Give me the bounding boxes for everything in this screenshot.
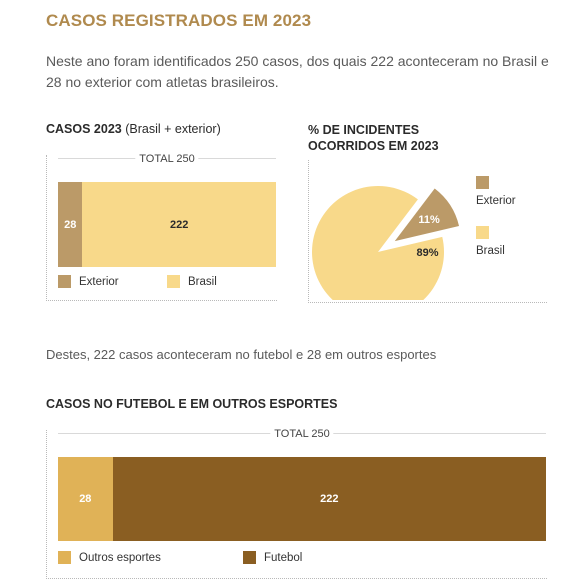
legend-label-exterior-pie: Exterior — [476, 195, 516, 207]
bar-segment-brasil: 222 — [82, 182, 276, 267]
bar-segment-outros: 28 — [58, 457, 113, 541]
chart2-frame — [308, 160, 547, 303]
chart3-title: CASOS NO FUTEBOL E EM OUTROS ESPORTES — [46, 397, 338, 411]
legend-swatch-exterior — [58, 275, 71, 288]
legend-label-exterior: Exterior — [79, 276, 119, 288]
chart1-subtitle: (Brasil + exterior) — [125, 122, 221, 136]
legend-swatch-exterior-pie — [476, 176, 489, 189]
chart1-frame — [46, 155, 277, 301]
legend-label-brasil: Brasil — [188, 276, 217, 288]
chart1-title-main: CASOS 2023 — [46, 122, 122, 136]
bar-segment-exterior: 28 — [58, 182, 83, 267]
intro-paragraph: Neste ano foram identificados 250 casos,… — [46, 53, 549, 90]
legend-label-outros: Outros esportes — [79, 552, 161, 564]
legend-swatch-outros — [58, 551, 71, 564]
middle-text: Destes, 222 casos aconteceram no futebol… — [46, 347, 437, 362]
bar-label-brasil: 222 — [170, 218, 189, 231]
pie-slice-exterior — [394, 188, 460, 242]
legend-swatch-brasil — [167, 275, 180, 288]
chart3-frame — [46, 430, 547, 579]
legend-label-brasil-pie: Brasil — [476, 245, 505, 257]
chart1-bar: 28 222 — [58, 182, 276, 267]
chart1-title: CASOS 2023 (Brasil + exterior) — [46, 122, 221, 136]
chart3-total-label: TOTAL 250 — [270, 428, 334, 440]
bar-label-exterior: 28 — [64, 218, 77, 231]
pie-chart: 89% 11% — [312, 186, 460, 300]
legend-label-futebol: Futebol — [264, 552, 303, 564]
pie-label-brasil: 89% — [416, 247, 438, 259]
legend-swatch-futebol — [243, 551, 256, 564]
bar-segment-futebol: 222 — [112, 457, 546, 541]
chart1-total-label: TOTAL 250 — [135, 153, 199, 165]
chart3-bar: 28 222 — [58, 457, 546, 541]
bar-label-futebol: 222 — [320, 493, 339, 505]
bar-label-outros: 28 — [79, 493, 92, 505]
page-title: CASOS REGISTRADOS EM 2023 — [46, 11, 312, 30]
legend-swatch-brasil-pie — [476, 226, 489, 239]
pie-slice-brasil — [312, 186, 444, 300]
pie-label-exterior: 11% — [418, 214, 440, 226]
chart2-title: % DE INCIDENTES OCORRIDOS EM 2023 — [308, 123, 439, 153]
